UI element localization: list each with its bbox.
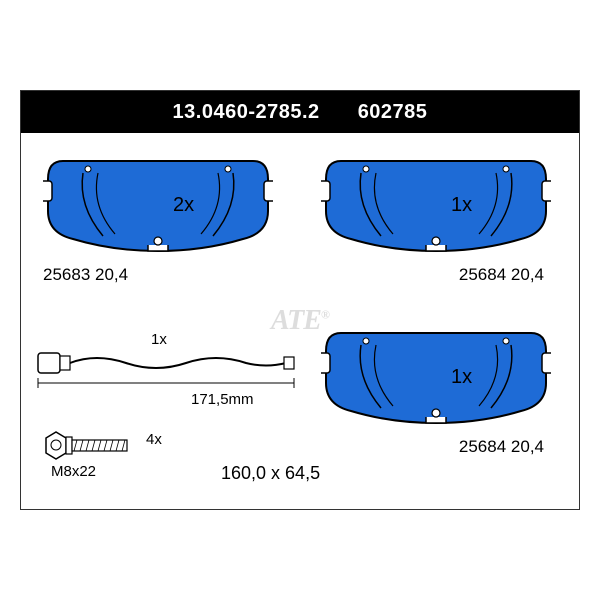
part-number: 13.0460-2785.2 xyxy=(173,101,320,124)
pad-dimensions: 160,0 x 64,5 xyxy=(221,463,320,484)
wire-length-label: 171,5mm xyxy=(191,391,254,408)
brake-pad-top-right: 1x xyxy=(321,151,551,261)
diagram-content: ATE® 2x 25683 20,4 xyxy=(21,133,579,509)
bolt-icon xyxy=(41,428,151,463)
wire-qty-label: 1x xyxy=(151,331,167,348)
pad-tr-ref: 25684 20,4 xyxy=(459,265,544,285)
svg-text:1x: 1x xyxy=(451,194,472,216)
brake-pad-top-left: 2x xyxy=(43,151,273,261)
pad-qty-label: 2x xyxy=(173,194,194,216)
brake-pad-bottom-right: 1x xyxy=(321,323,551,433)
bolt-qty-label: 4x xyxy=(146,431,162,448)
title-bar: 13.0460-2785.2 602785 xyxy=(21,91,579,133)
pad-tl-ref: 25683 20,4 xyxy=(43,265,128,285)
short-number: 602785 xyxy=(358,101,428,124)
pad-br-ref: 25684 20,4 xyxy=(459,437,544,457)
bolt-spec-label: M8x22 xyxy=(51,463,96,480)
diagram-frame: 13.0460-2785.2 602785 ATE® 2x xyxy=(20,90,580,510)
svg-text:1x: 1x xyxy=(451,366,472,388)
